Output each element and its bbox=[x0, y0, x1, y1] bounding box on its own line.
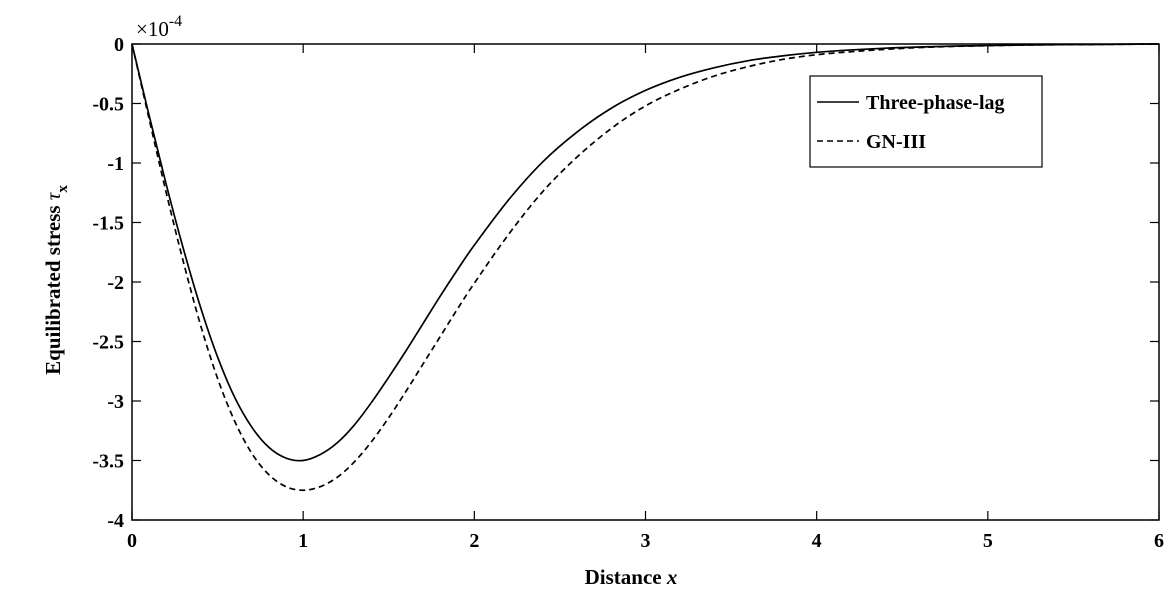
x-axis-label: Distance x bbox=[585, 565, 678, 589]
y-tick-label: -2 bbox=[107, 272, 124, 294]
legend-label-gn-iii: GN-III bbox=[866, 131, 926, 153]
x-tick-label: 2 bbox=[469, 530, 479, 552]
y-tick-label: -4 bbox=[107, 510, 124, 532]
y-tick-label: -1.5 bbox=[92, 213, 124, 235]
series-line-gn-iii bbox=[131, 43, 1160, 492]
y-tick-label: -2.5 bbox=[92, 332, 124, 354]
y-tick-label: -3 bbox=[107, 391, 124, 413]
x-tick-label: 4 bbox=[812, 530, 822, 552]
legend: Three-phase-lag GN-III bbox=[809, 75, 1043, 168]
y-tick-label: -3.5 bbox=[92, 451, 124, 473]
y-tick-label: 0 bbox=[114, 34, 124, 56]
series-lines bbox=[131, 43, 1160, 492]
y-scale-factor: ×10-4 bbox=[136, 13, 182, 41]
x-tick-label: 6 bbox=[1154, 530, 1164, 552]
legend-label-three-phase-lag: Three-phase-lag bbox=[866, 92, 1005, 114]
y-scale-exponent: -4 bbox=[169, 13, 182, 30]
series-line-three-phase-lag bbox=[131, 43, 1160, 462]
x-tick-label: 1 bbox=[298, 530, 308, 552]
legend-box bbox=[809, 75, 1043, 168]
y-axis-label: Equilibrated stress τx bbox=[41, 185, 71, 375]
y-tick-label: -0.5 bbox=[92, 94, 124, 116]
x-tick-label: 0 bbox=[127, 530, 137, 552]
y-tick-label: -1 bbox=[107, 153, 124, 175]
x-tick-label: 5 bbox=[983, 530, 993, 552]
x-tick-label: 3 bbox=[641, 530, 651, 552]
